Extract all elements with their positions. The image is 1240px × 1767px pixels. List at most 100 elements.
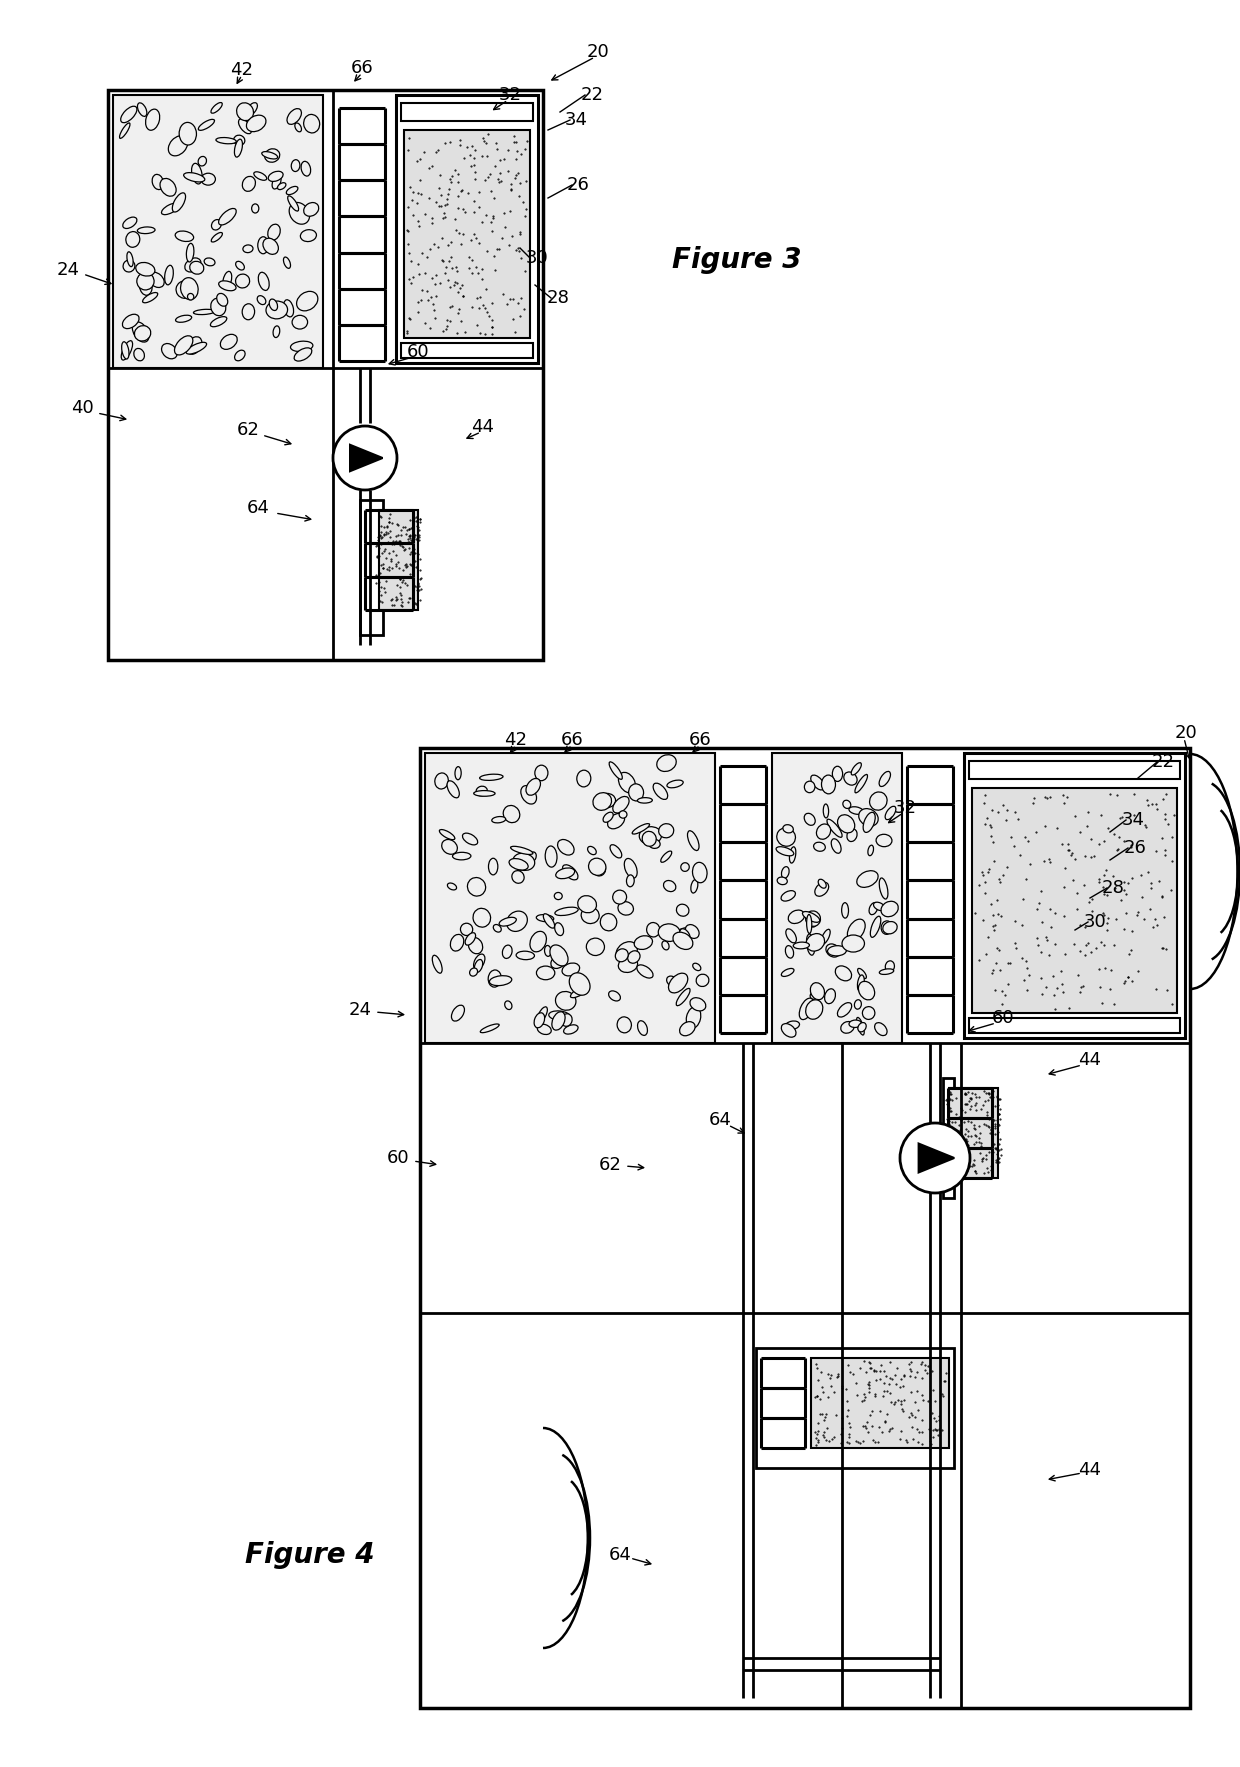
Ellipse shape: [618, 901, 634, 915]
Ellipse shape: [476, 786, 487, 795]
Ellipse shape: [569, 974, 590, 995]
Ellipse shape: [475, 959, 482, 972]
Ellipse shape: [885, 961, 894, 972]
Bar: [379, 511, 418, 610]
Ellipse shape: [613, 797, 629, 813]
Ellipse shape: [234, 140, 243, 157]
Ellipse shape: [687, 830, 699, 850]
Text: 44: 44: [471, 419, 495, 436]
Ellipse shape: [262, 152, 278, 159]
Ellipse shape: [599, 793, 615, 808]
Ellipse shape: [626, 875, 634, 887]
Ellipse shape: [503, 806, 520, 823]
Ellipse shape: [827, 945, 847, 956]
Ellipse shape: [582, 906, 599, 924]
Ellipse shape: [689, 998, 706, 1011]
Ellipse shape: [608, 813, 625, 829]
Ellipse shape: [781, 866, 789, 878]
Ellipse shape: [237, 102, 253, 120]
Ellipse shape: [238, 118, 252, 134]
Ellipse shape: [291, 159, 300, 171]
Ellipse shape: [120, 106, 136, 122]
Ellipse shape: [198, 120, 215, 131]
Ellipse shape: [790, 846, 796, 862]
Ellipse shape: [785, 945, 794, 958]
Ellipse shape: [802, 912, 820, 922]
Ellipse shape: [642, 830, 656, 846]
Ellipse shape: [257, 295, 265, 304]
Ellipse shape: [849, 1020, 862, 1027]
Ellipse shape: [198, 157, 207, 166]
Text: 60: 60: [407, 343, 429, 360]
Ellipse shape: [537, 1025, 552, 1034]
Ellipse shape: [529, 931, 547, 952]
Ellipse shape: [184, 173, 205, 182]
Text: 44: 44: [1079, 1461, 1101, 1479]
Ellipse shape: [564, 1025, 578, 1034]
Ellipse shape: [284, 300, 294, 316]
Ellipse shape: [863, 813, 875, 832]
Text: 42: 42: [505, 732, 527, 749]
Ellipse shape: [119, 124, 130, 138]
Ellipse shape: [268, 171, 283, 182]
Ellipse shape: [667, 779, 683, 788]
Ellipse shape: [507, 912, 527, 931]
Ellipse shape: [211, 299, 226, 316]
Ellipse shape: [618, 1016, 631, 1034]
Ellipse shape: [811, 1007, 821, 1016]
Ellipse shape: [815, 882, 828, 896]
Ellipse shape: [640, 827, 662, 845]
Ellipse shape: [818, 880, 826, 889]
Ellipse shape: [619, 958, 637, 972]
Ellipse shape: [837, 1002, 852, 1018]
Ellipse shape: [849, 808, 863, 815]
Ellipse shape: [293, 315, 308, 329]
Ellipse shape: [435, 772, 449, 790]
Text: 26: 26: [1123, 839, 1147, 857]
Ellipse shape: [880, 901, 898, 917]
Ellipse shape: [516, 855, 523, 871]
Bar: [425, 753, 715, 1043]
Ellipse shape: [570, 986, 589, 998]
Ellipse shape: [842, 903, 848, 919]
Ellipse shape: [627, 951, 640, 963]
Ellipse shape: [450, 935, 464, 951]
Ellipse shape: [616, 942, 637, 961]
Ellipse shape: [680, 929, 691, 942]
Ellipse shape: [885, 806, 895, 820]
Ellipse shape: [191, 163, 202, 184]
Ellipse shape: [123, 315, 139, 329]
Ellipse shape: [480, 1023, 500, 1032]
Ellipse shape: [842, 935, 864, 952]
Ellipse shape: [882, 921, 893, 935]
Bar: [972, 788, 1177, 1012]
Ellipse shape: [825, 990, 836, 1004]
Ellipse shape: [874, 1023, 887, 1035]
Ellipse shape: [181, 277, 198, 300]
Ellipse shape: [877, 834, 892, 846]
Ellipse shape: [836, 967, 852, 981]
Ellipse shape: [800, 998, 813, 1020]
Ellipse shape: [247, 115, 265, 133]
Ellipse shape: [578, 896, 596, 914]
Ellipse shape: [176, 315, 192, 322]
Ellipse shape: [267, 300, 288, 318]
Ellipse shape: [870, 917, 880, 937]
Ellipse shape: [676, 988, 691, 1005]
Bar: [108, 90, 543, 661]
Bar: [968, 762, 1180, 779]
Ellipse shape: [161, 203, 180, 214]
Ellipse shape: [288, 196, 299, 210]
Bar: [773, 753, 901, 1043]
Ellipse shape: [465, 933, 476, 945]
Ellipse shape: [781, 891, 795, 901]
Ellipse shape: [692, 862, 707, 884]
Ellipse shape: [135, 263, 155, 276]
Ellipse shape: [637, 797, 652, 804]
Ellipse shape: [528, 852, 536, 862]
Ellipse shape: [304, 203, 319, 216]
Ellipse shape: [610, 845, 621, 859]
Ellipse shape: [859, 809, 878, 827]
Ellipse shape: [600, 914, 616, 931]
Bar: [401, 343, 533, 359]
